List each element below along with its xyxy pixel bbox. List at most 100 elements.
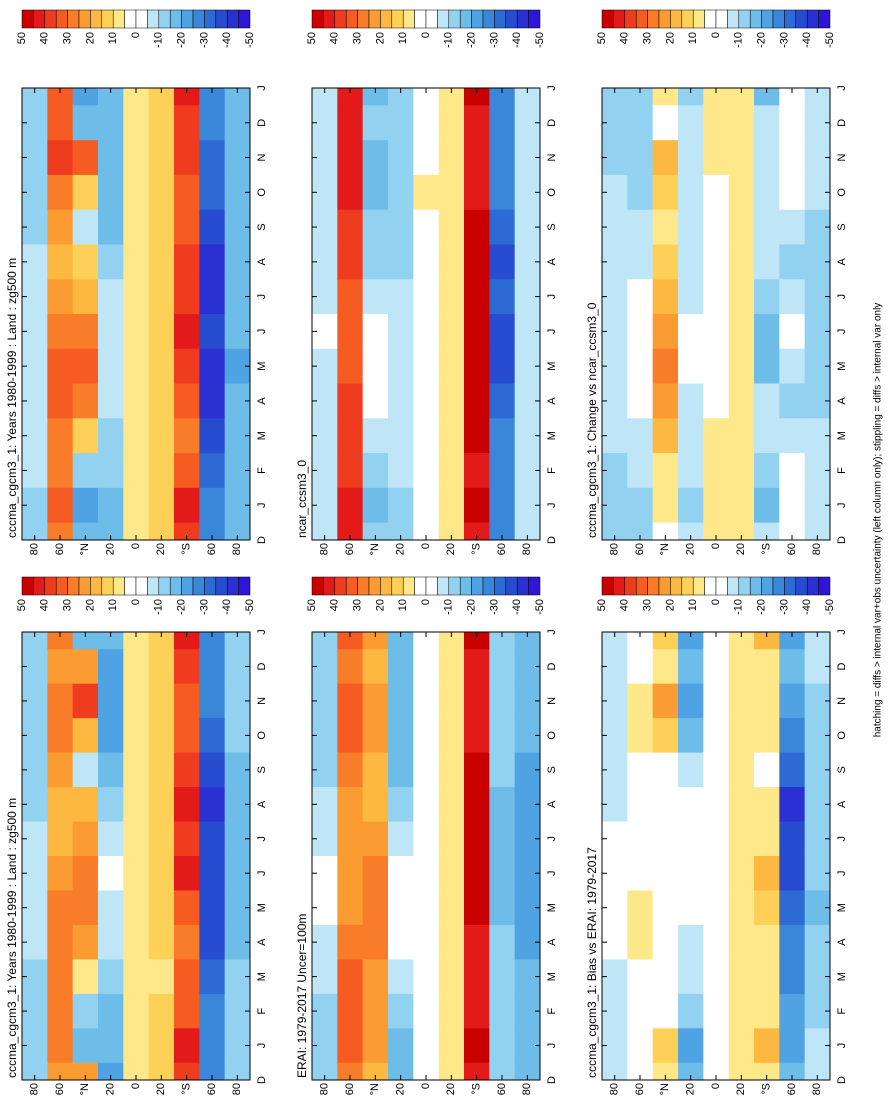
cell — [47, 174, 74, 210]
y-tick-label: 60 — [496, 1083, 508, 1095]
cell — [123, 924, 150, 960]
cell — [514, 452, 540, 488]
cell — [438, 174, 465, 210]
colorbar-box — [345, 9, 358, 29]
cell — [464, 487, 490, 523]
x-tick-label: D — [546, 119, 558, 127]
cell — [754, 348, 780, 384]
colorbar-label: 40 — [39, 32, 51, 44]
cell — [362, 993, 389, 1029]
cell — [148, 348, 175, 384]
colorbar-box — [448, 576, 461, 596]
colorbar-label: 30 — [352, 32, 364, 44]
cell — [22, 487, 48, 523]
colorbar-label: 0 — [130, 32, 142, 38]
cell — [22, 752, 48, 788]
x-tick-label: N — [256, 154, 268, 162]
cell — [779, 1027, 806, 1063]
colorbar-label: 10 — [397, 599, 409, 611]
cell — [804, 278, 830, 314]
cell — [678, 139, 704, 175]
cell — [652, 889, 679, 925]
cell — [312, 993, 338, 1029]
cell — [678, 786, 704, 822]
cell — [489, 648, 516, 684]
cell — [98, 383, 124, 419]
cell — [754, 243, 780, 280]
y-tick-label: 80 — [319, 1083, 331, 1095]
colorbar-label: -40 — [221, 32, 233, 48]
cell — [703, 139, 730, 175]
x-tick-label: J — [836, 870, 848, 876]
cell — [362, 487, 389, 523]
cell — [148, 752, 175, 788]
cell — [703, 683, 730, 719]
x-tick-label: A — [836, 938, 848, 946]
cell — [652, 209, 679, 245]
colorbar-box — [334, 576, 347, 596]
cell — [678, 243, 704, 280]
cell — [337, 1027, 364, 1063]
colorbar-box — [658, 576, 671, 596]
cell — [703, 313, 730, 349]
cell — [199, 139, 226, 175]
cell — [678, 717, 704, 753]
cell — [337, 855, 364, 891]
cell — [804, 383, 830, 419]
cell — [489, 752, 516, 788]
cell — [804, 209, 830, 245]
cell — [123, 821, 150, 856]
cell — [514, 487, 540, 523]
x-tick-label: J — [836, 836, 848, 842]
x-tick-label: D — [836, 536, 848, 544]
y-tick-label: 60 — [786, 543, 798, 555]
colorbar-label: -10 — [733, 599, 745, 615]
cell — [678, 924, 704, 960]
colorbar-label: 20 — [374, 599, 386, 611]
colorbar-label: -40 — [221, 599, 233, 615]
cell — [703, 855, 730, 891]
cell — [174, 958, 200, 994]
colorbar-label: 10 — [687, 32, 699, 44]
cell — [174, 1027, 200, 1063]
cell — [728, 383, 755, 419]
cell — [98, 104, 124, 141]
cell — [464, 855, 490, 891]
cell — [804, 855, 830, 891]
x-tick-label: M — [546, 362, 558, 371]
colorbar-box — [738, 9, 751, 29]
cell — [464, 924, 490, 960]
colorbar-box — [437, 9, 450, 29]
cell — [464, 88, 490, 106]
field — [602, 88, 830, 540]
cell — [312, 752, 338, 788]
cell — [337, 313, 364, 349]
panel-title: ncar_ccsm3_0 — [295, 460, 309, 538]
cell — [652, 752, 679, 788]
cell — [72, 632, 99, 650]
x-tick-label: J — [836, 329, 848, 335]
cell — [413, 786, 440, 822]
x-tick-label: O — [836, 731, 848, 740]
cell — [388, 417, 414, 454]
x-tick-label: A — [256, 397, 268, 405]
cell — [678, 821, 704, 856]
cell — [804, 174, 830, 210]
cell — [123, 717, 150, 753]
cell — [123, 752, 150, 788]
cell — [388, 752, 414, 788]
cell — [388, 487, 414, 523]
colorbar-label: -10 — [153, 599, 165, 615]
cell — [199, 924, 226, 960]
cell — [489, 821, 516, 856]
colorbar-label: 50 — [306, 32, 318, 44]
cell — [627, 278, 654, 314]
cell — [148, 383, 175, 419]
colorbar-box — [738, 576, 751, 596]
y-tick-label: 0 — [710, 1083, 722, 1089]
x-tick-label: M — [836, 431, 848, 440]
cell — [98, 752, 124, 788]
x-tick-label: D — [836, 1076, 848, 1084]
cell — [123, 683, 150, 719]
cell — [224, 88, 250, 106]
